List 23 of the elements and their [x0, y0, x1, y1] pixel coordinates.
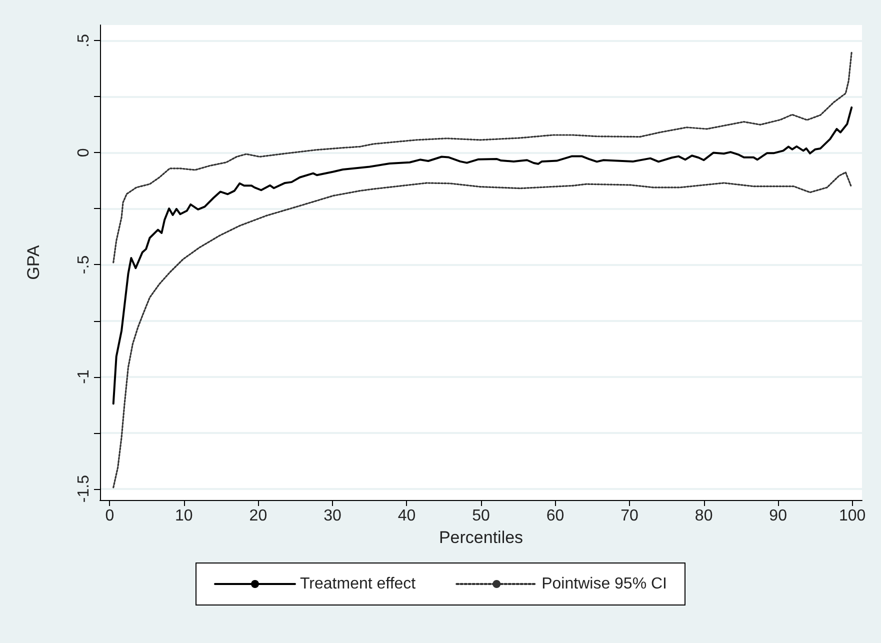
x-tick-label: 30	[324, 508, 342, 524]
y-axis-title: GPA	[24, 244, 43, 280]
x-tick-label: 60	[546, 508, 564, 524]
x-tick-label: 10	[175, 508, 193, 524]
y-tick-label: -.5	[76, 255, 92, 274]
x-axis-title: Percentiles	[438, 528, 524, 547]
line-series	[112, 172, 852, 488]
y-tick-label: -1.5	[76, 474, 92, 503]
y-tick-label: 0	[76, 148, 92, 158]
y-tick-label: -1	[76, 370, 92, 384]
legend-label: Treatment effect	[300, 576, 416, 592]
line-series	[112, 52, 852, 264]
x-tick-label: 70	[620, 508, 639, 524]
x-tick-label: 20	[249, 508, 268, 524]
x-tick-label: 100	[838, 508, 866, 524]
x-tick-label: 90	[769, 508, 788, 524]
x-tick-label: 40	[398, 508, 416, 524]
x-tick-label: 50	[472, 508, 490, 524]
legend-label: Pointwise 95% CI	[542, 576, 667, 592]
line-series	[112, 106, 853, 405]
y-tick-label: .5	[76, 34, 92, 48]
x-tick-label: 80	[694, 508, 713, 524]
x-tick-label: 0	[105, 508, 114, 524]
